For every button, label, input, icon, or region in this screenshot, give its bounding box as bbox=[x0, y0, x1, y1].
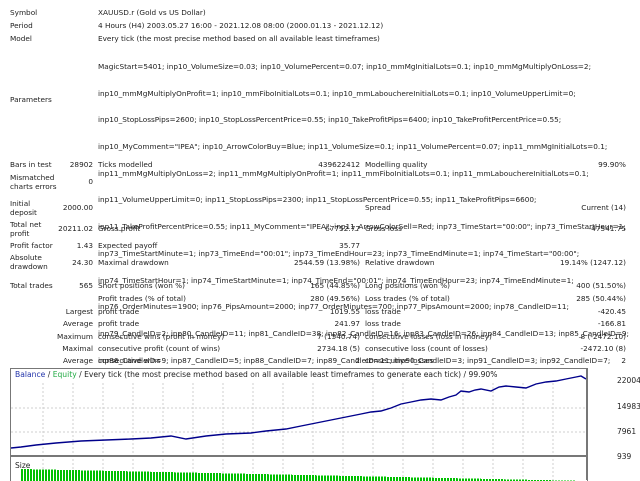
param-line: inp10_StopLossPips=2600; inp10_StopLossP… bbox=[98, 115, 562, 125]
avg-cons-losses-value: 2 bbox=[621, 356, 626, 365]
initial-deposit-value: 2000.00 bbox=[62, 203, 93, 212]
largest-loss-label: loss trade bbox=[365, 307, 401, 316]
maximal-cons-loss-value: -2472.10 (8) bbox=[580, 344, 626, 353]
chart-title: Balance / Equity / Every tick (the most … bbox=[15, 370, 497, 379]
balance-equity-chart: Balance / Equity / Every tick (the most … bbox=[10, 368, 588, 481]
relative-drawdown-value: 19.14% (1247.12) bbox=[559, 258, 626, 267]
average-profit-label: profit trade bbox=[98, 319, 140, 328]
initial-deposit-label: Initial deposit bbox=[10, 199, 37, 217]
param-line: inp10_mmMgMultiplyOnProfit=1; inp10_mmFi… bbox=[98, 88, 576, 98]
profit-trades-value: 280 (49.56%) bbox=[310, 294, 360, 303]
y-tick-7961: 7961 bbox=[617, 427, 637, 436]
relative-drawdown-label: Relative drawdown bbox=[365, 258, 435, 267]
average-loss-value: -166.81 bbox=[597, 319, 626, 328]
parameters-list: MagicStart=5401; inp10_VolumeSize=0.03; … bbox=[98, 45, 638, 401]
long-positions-label: Long positions (won %) bbox=[365, 281, 451, 290]
y-tick-22004: 22004 bbox=[617, 376, 640, 385]
largest-profit-value: 1019.55 bbox=[329, 307, 360, 316]
maximal-cons-loss-label: consecutive loss (count of losses) bbox=[365, 344, 488, 353]
gross-profit-label: Gross profit bbox=[98, 224, 141, 233]
period-value: 4 Hours (H4) 2003.05.27 16:00 - 2021.12.… bbox=[98, 21, 384, 30]
expected-payoff-value: 35.77 bbox=[339, 241, 360, 250]
model-label: Model bbox=[10, 34, 32, 43]
maximum-label: Maximum bbox=[57, 332, 93, 341]
param-line: inp86_CandleID=9; inp87_CandleID=5; inp8… bbox=[98, 355, 611, 365]
modelling-quality-label: Modelling quality bbox=[365, 160, 428, 169]
size-label: Size bbox=[15, 461, 31, 470]
y-tick-14983: 14983 bbox=[617, 402, 640, 411]
ticks-modelled-value: 439622412 bbox=[318, 160, 360, 169]
param-line: MagicStart=5401; inp10_VolumeSize=0.03; … bbox=[98, 61, 592, 71]
spread-value: Current (14) bbox=[581, 203, 626, 212]
param-line: inp79_CandleID=2; inp80_CandleID=11; inp… bbox=[98, 329, 629, 338]
avg-cons-wins-label: consecutive wins bbox=[98, 356, 161, 365]
gross-loss-label: Gross loss bbox=[365, 224, 402, 233]
average-label: Average bbox=[63, 319, 93, 328]
chart-title-sep: / bbox=[45, 370, 53, 379]
chart-plot bbox=[11, 375, 587, 481]
spread-label: Spread bbox=[365, 203, 391, 212]
short-positions-label: Short positions (won %) bbox=[98, 281, 185, 290]
max-cons-losses-label: consecutive losses (loss in money) bbox=[365, 332, 492, 341]
total-trades-value: 565 bbox=[79, 281, 93, 290]
total-net-profit-value: 20211.02 bbox=[58, 224, 93, 233]
total-trades-label: Total trades bbox=[10, 281, 53, 290]
gross-loss-value: -47541.75 bbox=[588, 224, 626, 233]
avg-cons-losses-label: consecutive losses bbox=[365, 356, 434, 365]
maximal-drawdown-value: 2544.59 (13.98%) bbox=[293, 258, 360, 267]
avg-cons-wins-value: 2 bbox=[355, 356, 360, 365]
period-label: Period bbox=[10, 21, 33, 30]
gross-profit-value: 67752.77 bbox=[325, 224, 360, 233]
param-line: inp11_VolumeUpperLimit=0; inp11_StopLoss… bbox=[98, 195, 537, 205]
loss-trades-value: 285 (50.44%) bbox=[576, 294, 626, 303]
mismatched-value: 0 bbox=[88, 177, 93, 186]
symbol-value: XAUUSD.r (Gold vs US Dollar) bbox=[98, 8, 206, 17]
param-line: inp73_TimeStartMinute=1; inp73_TimeEnd="… bbox=[98, 248, 580, 258]
maximal-label: Maximal bbox=[62, 344, 93, 353]
max-cons-wins-value: 7 (1540.74) bbox=[317, 332, 360, 341]
loss-trades-label: Loss trades (% of total) bbox=[365, 294, 450, 303]
average-profit-value: 241.97 bbox=[334, 319, 360, 328]
size-bars bbox=[21, 469, 587, 481]
chart-title-balance: Balance bbox=[15, 370, 46, 379]
chart-right-axis bbox=[586, 368, 587, 480]
symbol-label: Symbol bbox=[10, 8, 38, 17]
absolute-drawdown-label: Absolute drawdown bbox=[10, 253, 48, 271]
max-cons-losses-value: 8 (-2472.10) bbox=[580, 332, 626, 341]
avg-cons-label: Average bbox=[63, 356, 93, 365]
model-value: Every tick (the most precise method base… bbox=[98, 34, 380, 43]
long-positions-value: 400 (51.50%) bbox=[576, 281, 626, 290]
short-positions-value: 165 (44.85%) bbox=[310, 281, 360, 290]
ticks-modelled-label: Ticks modelled bbox=[98, 160, 153, 169]
param-line: inp76_OrderMinutes=1900; inp76_PipsAmoun… bbox=[98, 302, 569, 312]
y-tick-939: 939 bbox=[617, 452, 632, 461]
total-net-profit-label: Total net profit bbox=[10, 220, 42, 238]
maximal-cons-profit-label: consecutive profit (count of wins) bbox=[98, 344, 221, 353]
param-line: inp74_TimeStartHour=1; inp74_TimeStartMi… bbox=[98, 275, 574, 285]
bars-in-test-value: 28902 bbox=[69, 160, 93, 169]
profit-trades-label: Profit trades (% of total) bbox=[98, 294, 186, 303]
chart-title-rest: / Every tick (the most precise method ba… bbox=[76, 370, 498, 379]
maximal-cons-profit-value: 2734.18 (5) bbox=[317, 344, 360, 353]
maximal-drawdown-label: Maximal drawdown bbox=[98, 258, 169, 267]
param-line: inp11_TakeProfitPercentPrice=0.55; inp11… bbox=[98, 222, 626, 232]
profit-factor-value: 1.43 bbox=[76, 241, 93, 250]
max-cons-wins-label: consecutive wins (profit in money) bbox=[98, 332, 225, 341]
mismatched-label: Mismatched charts errors bbox=[10, 173, 57, 191]
absolute-drawdown-value: 24.30 bbox=[72, 258, 93, 267]
chart-title-equity: Equity bbox=[52, 370, 77, 379]
expected-payoff-label: Expected payoff bbox=[98, 241, 158, 250]
bars-in-test-label: Bars in test bbox=[10, 160, 52, 169]
largest-profit-label: profit trade bbox=[98, 307, 140, 316]
average-loss-label: loss trade bbox=[365, 319, 401, 328]
parameters-label: Parameters bbox=[10, 95, 52, 104]
profit-factor-label: Profit factor bbox=[10, 241, 53, 250]
param-line: inp10_MyComment="IPEA"; inp10_ArrowColor… bbox=[98, 141, 608, 151]
largest-label: Largest bbox=[65, 307, 93, 316]
largest-loss-value: -420.45 bbox=[597, 307, 626, 316]
param-line: inp11_mmMgMultiplyOnLoss=2; inp11_mmMgMu… bbox=[98, 168, 589, 178]
modelling-quality-value: 99.90% bbox=[598, 160, 626, 169]
